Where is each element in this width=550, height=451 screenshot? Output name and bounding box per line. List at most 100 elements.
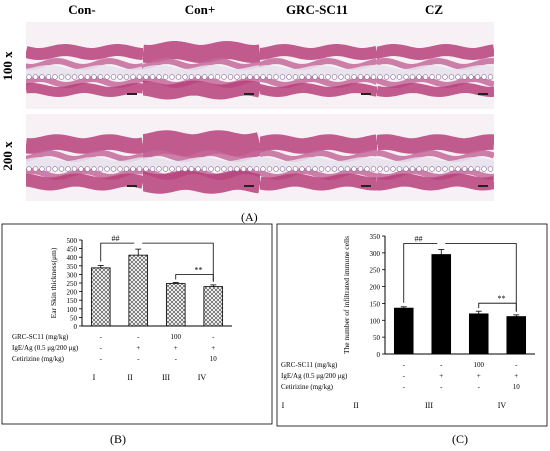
bar xyxy=(468,313,489,355)
scale-bar xyxy=(244,93,254,95)
y-tick-label: 350 xyxy=(67,263,78,271)
histology-image xyxy=(377,114,494,201)
treatment-value: 10 xyxy=(513,383,521,391)
significance-bracket xyxy=(100,242,135,262)
y-tick-label: 100 xyxy=(67,306,78,314)
treatment-value: - xyxy=(100,333,103,341)
scale-bar xyxy=(244,185,254,187)
treatment-value: + xyxy=(439,372,443,380)
treatment-value: - xyxy=(403,383,406,391)
scale-bar xyxy=(361,93,371,95)
significance-label: ## xyxy=(415,234,423,243)
y-tick-label: 250 xyxy=(370,267,381,275)
y-tick-label: 250 xyxy=(67,280,78,288)
treatment-value: - xyxy=(403,372,406,380)
bar xyxy=(393,307,414,355)
y-tick-label: 500 xyxy=(67,237,78,245)
treatment-label: IgE/Ag (0.5 μg/200 μg) xyxy=(281,372,348,380)
group-label: III xyxy=(425,401,433,410)
chart-frame xyxy=(276,223,548,427)
column-title-con-neg: Con- xyxy=(68,2,96,17)
y-tick-label: 400 xyxy=(67,254,78,262)
histology-image xyxy=(143,114,260,201)
significance-bracket xyxy=(175,274,214,282)
treatment-label: GRC-SC11 (mg/kg) xyxy=(12,333,69,341)
y-tick-label: 0 xyxy=(74,323,78,331)
group-label: I xyxy=(93,373,96,382)
treatment-value: + xyxy=(174,344,178,352)
scale-bar xyxy=(127,93,137,95)
treatment-value: - xyxy=(137,333,140,341)
panel-a-label: (A) xyxy=(241,210,258,224)
scale-bar xyxy=(361,185,371,187)
treatment-value: - xyxy=(100,355,103,363)
y-tick-label: 450 xyxy=(67,246,78,254)
chart-frame xyxy=(1,223,273,425)
y-tick-label: 300 xyxy=(67,271,78,279)
y-tick-label: 200 xyxy=(67,289,78,297)
group-label: II xyxy=(353,401,359,410)
significance-bracket xyxy=(445,243,517,311)
histology-image xyxy=(26,22,143,109)
treatment-value: + xyxy=(514,372,518,380)
histology-image xyxy=(377,22,494,109)
treatment-value: + xyxy=(136,344,140,352)
group-label: IV xyxy=(498,401,507,410)
treatment-value: - xyxy=(100,344,103,352)
column-title-con-pos: Con+ xyxy=(184,2,216,17)
treatment-value: - xyxy=(403,361,406,369)
treatment-value: - xyxy=(440,361,443,369)
significance-bracket xyxy=(142,242,214,281)
treatment-value: - xyxy=(440,383,443,391)
y-tick-label: 300 xyxy=(370,250,381,258)
bar xyxy=(165,283,186,327)
histology-image xyxy=(260,22,377,109)
column-title-grc: GRC-SC11 xyxy=(285,2,349,17)
treatment-label: Cetirizine (mg/kg) xyxy=(281,383,334,391)
treatment-value: + xyxy=(211,344,215,352)
column-title-cz: CZ xyxy=(424,2,444,17)
treatment-value: - xyxy=(515,361,518,369)
histology-image xyxy=(143,22,260,109)
treatment-label: IgE/Ag (0.5 μg/200 μg) xyxy=(12,344,79,352)
treatment-value: 100 xyxy=(171,333,182,341)
bar xyxy=(128,254,149,327)
y-tick-label: 0 xyxy=(377,351,381,359)
significance-label: ** xyxy=(195,265,203,274)
y-tick-label: 350 xyxy=(370,233,381,241)
group-label: III xyxy=(162,373,170,382)
group-label: II xyxy=(127,373,133,382)
y-axis-label: The number of infiltrated immune cells xyxy=(342,236,351,354)
y-tick-label: 100 xyxy=(370,317,381,325)
treatment-label: GRC-SC11 (mg/kg) xyxy=(281,361,338,369)
histology-image xyxy=(26,114,143,201)
significance-label: ** xyxy=(498,294,506,303)
histology-image xyxy=(260,114,377,201)
significance-bracket xyxy=(403,243,438,303)
panel-b-label: (B) xyxy=(110,432,126,446)
treatment-value: - xyxy=(175,355,178,363)
scale-bar xyxy=(478,93,488,95)
bar xyxy=(90,267,111,327)
treatment-value: - xyxy=(137,355,140,363)
y-tick-label: 50 xyxy=(373,334,381,342)
chart-c: 0 50 100 150 200 250 300 350 The number of infil… xyxy=(276,223,548,427)
treatment-label: Cetirizine (mg/kg) xyxy=(12,355,65,363)
y-tick-label: 50 xyxy=(70,314,78,322)
significance-bracket xyxy=(478,302,517,312)
y-tick-label: 150 xyxy=(370,300,381,308)
panel-c-label: (C) xyxy=(452,432,468,446)
y-tick-label: 200 xyxy=(370,284,381,292)
group-label: I xyxy=(282,401,285,410)
bar xyxy=(431,254,452,355)
row-title-200x: 200 x xyxy=(0,141,15,171)
scale-bar xyxy=(478,185,488,187)
treatment-value: 10 xyxy=(210,355,218,363)
group-label: IV xyxy=(198,373,207,382)
bar xyxy=(506,316,527,355)
y-tick-label: 150 xyxy=(67,297,78,305)
y-axis-label: Ear Skin thickness(μm) xyxy=(49,247,58,318)
treatment-value: - xyxy=(478,383,481,391)
treatment-value: + xyxy=(477,372,481,380)
